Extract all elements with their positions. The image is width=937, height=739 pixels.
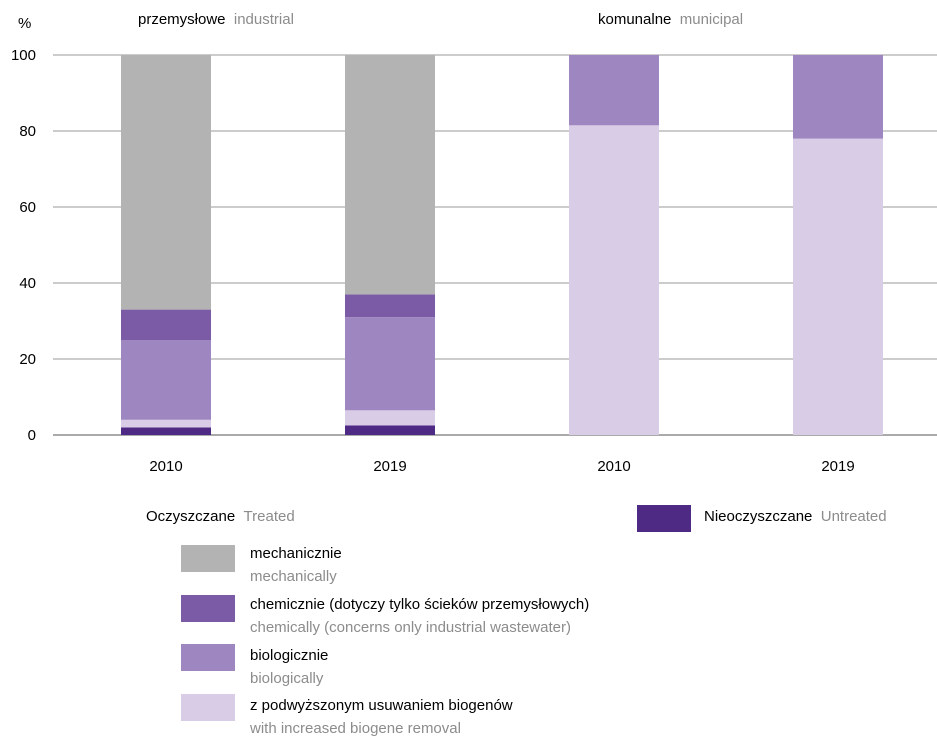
y-tick-label: 100 (11, 47, 36, 64)
y-axis-label: % (18, 15, 31, 32)
bar-segment (121, 309, 211, 340)
bars (121, 55, 883, 436)
y-tick-labels: 0 20 40 60 80 100 (11, 47, 36, 444)
legend-treated-pl: Oczyszczane (146, 508, 236, 525)
legend-item-biogene-removal-pl: z podwyższonym usuwaniem biogenów (250, 697, 513, 714)
x-tick-label: 2019 (373, 458, 406, 475)
legend-item-biogene-removal-en: with increased biogene removal (250, 720, 461, 737)
bar-segment (121, 419, 211, 428)
group-heading-municipal-en: municipal (679, 11, 744, 28)
legend-swatch-biologically (181, 644, 235, 671)
bar-segment (793, 55, 883, 139)
legend-item-mechanically: mechanicznie mechanically (250, 545, 342, 585)
legend-swatch-mechanically (181, 545, 235, 572)
group-heading-industrial-en: industrial (233, 11, 294, 28)
legend-item-mechanically-pl: mechanicznie (250, 545, 342, 562)
y-tick-label: 20 (19, 351, 36, 368)
x-tick-label: 2019 (821, 458, 854, 475)
legend-treated-heading: Oczyszczane Treated (146, 508, 295, 525)
legend-item-biologically: biologicznie biologically (250, 647, 328, 687)
legend-swatch-chemically (181, 595, 235, 622)
bar-segment (569, 55, 659, 126)
group-heading-municipal: komunalne municipal (598, 11, 743, 28)
legend-item-biologically-en: biologically (250, 670, 324, 687)
bar-segment (793, 138, 883, 435)
y-tick-label: 60 (19, 199, 36, 216)
y-tick-label: 80 (19, 123, 36, 140)
x-tick-label: 2010 (149, 458, 182, 475)
legend-untreated-pl: Nieoczyszczane (704, 508, 813, 525)
group-heading-industrial-pl: przemysłowe (138, 11, 226, 28)
y-tick-label: 40 (19, 275, 36, 292)
legend-swatch-untreated (637, 505, 691, 532)
bar-segment (345, 317, 435, 411)
bar-segment (121, 340, 211, 420)
y-tick-label: 0 (28, 427, 36, 444)
bar-segment (121, 55, 211, 310)
bar-segment (569, 125, 659, 436)
legend-item-biologically-pl: biologicznie (250, 647, 329, 664)
legend-item-chemically: chemicznie (dotyczy tylko ścieków przemy… (250, 596, 589, 636)
x-tick-label: 2010 (597, 458, 630, 475)
legend-untreated-heading: Nieoczyszczane Untreated (704, 508, 887, 525)
x-tick-labels: 2010 2019 2010 2019 (149, 458, 854, 475)
group-heading-municipal-pl: komunalne (598, 11, 672, 28)
legend-treated-en: Treated (243, 508, 295, 525)
bar-segment (345, 410, 435, 426)
bar-segment (121, 427, 211, 435)
legend-untreated-en: Untreated (820, 508, 887, 525)
legend-item-biogene-removal: z podwyższonym usuwaniem biogenów with i… (250, 697, 513, 737)
legend-item-chemically-pl: chemicznie (dotyczy tylko ścieków przemy… (250, 596, 590, 613)
legend-item-mechanically-en: mechanically (250, 568, 337, 585)
legend-item-chemically-en: chemically (concerns only industrial was… (250, 619, 571, 636)
bar-segment (345, 294, 435, 318)
bar-segment (345, 425, 435, 435)
legend-swatch-biogene-removal (181, 694, 235, 721)
bar-segment (345, 55, 435, 295)
group-heading-industrial: przemysłowe industrial (138, 11, 294, 28)
stacked-bar-chart: % 0 20 40 60 80 100 2010 2019 2010 2019 (11, 15, 937, 475)
